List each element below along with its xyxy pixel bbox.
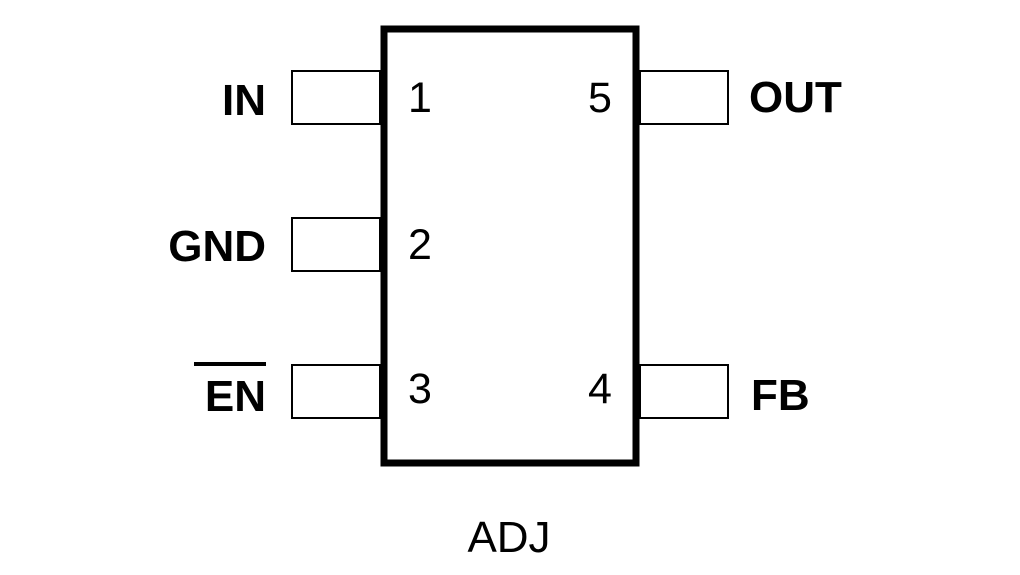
pin-3-lead bbox=[291, 364, 381, 419]
pin-1: 1 IN bbox=[222, 70, 432, 125]
pin-2: 2 GND bbox=[168, 217, 432, 272]
pin-2-lead bbox=[291, 217, 381, 272]
pin-3-label: EN bbox=[205, 372, 266, 421]
pin-4: 4 FB bbox=[588, 364, 810, 420]
ic-body bbox=[380, 25, 640, 467]
pin-5-label: OUT bbox=[749, 73, 842, 122]
pin-1-lead bbox=[291, 70, 381, 125]
package-name: ADJ bbox=[467, 513, 550, 562]
pin-4-label: FB bbox=[751, 371, 810, 420]
pin-4-number: 4 bbox=[588, 365, 612, 413]
pin-1-label: IN bbox=[222, 76, 266, 125]
pin-5-number: 5 bbox=[588, 74, 612, 122]
pin-5-lead bbox=[639, 70, 729, 125]
pin-1-number: 1 bbox=[408, 74, 432, 122]
pin-3: 3 EN bbox=[194, 362, 432, 421]
pin-3-number: 3 bbox=[408, 365, 432, 413]
pin-5: 5 OUT bbox=[588, 70, 842, 125]
pin-4-lead bbox=[639, 364, 729, 419]
pin-2-number: 2 bbox=[408, 221, 432, 269]
pin-2-label: GND bbox=[168, 222, 266, 271]
